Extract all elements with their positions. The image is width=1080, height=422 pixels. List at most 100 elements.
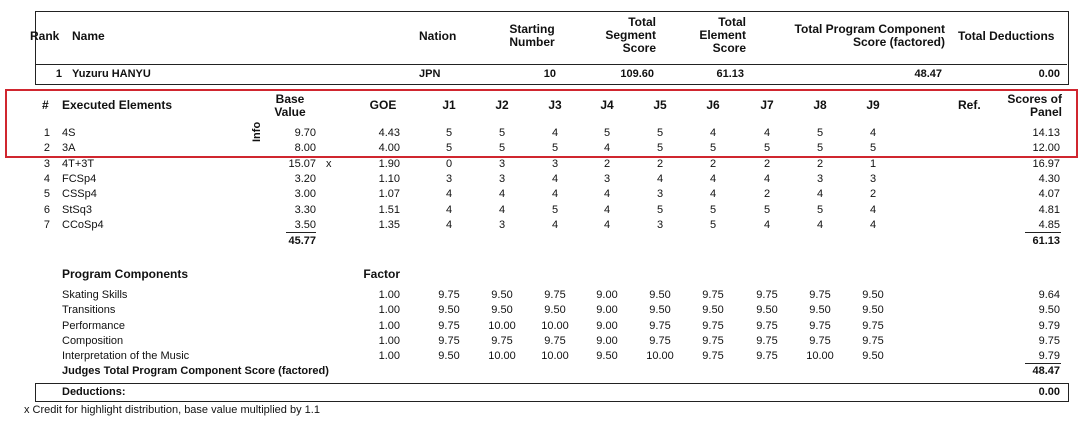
element-judge-score: 3 [869, 172, 877, 185]
element-judge-score: 5 [603, 127, 611, 139]
element-judge-score: 4 [498, 188, 506, 201]
element-judge-score: 3 [656, 188, 664, 201]
judge-header-6: J6 [706, 98, 720, 112]
header-nation: Nation [419, 29, 457, 43]
element-judge-score: 4 [709, 188, 717, 201]
element-judge-score: 2 [763, 157, 771, 170]
component-panel-score: 9.75 [1038, 334, 1060, 347]
element-judge-score: 5 [763, 142, 771, 155]
element-num: 2 [43, 142, 50, 155]
skater-total-segment-score: 109.60 [620, 68, 654, 80]
element-name: 3A [62, 142, 76, 155]
component-judge-score: 9.50 [649, 289, 671, 301]
component-factor: 1.00 [378, 304, 400, 317]
element-judge-score: 2 [816, 157, 824, 170]
component-judge-score: 9.75 [702, 334, 724, 347]
element-base-value: 9.70 [294, 127, 316, 139]
skater-name: Yuzuru HANYU [72, 68, 151, 80]
element-base-value: 3.00 [294, 188, 316, 201]
elements-header-ref: Ref. [958, 98, 981, 112]
element-panel-score: 4.07 [1038, 188, 1060, 201]
element-judge-score: 2 [763, 188, 771, 201]
element-judge-score: 5 [816, 142, 824, 155]
header-total-element-score: Total Element Score [699, 15, 746, 55]
components-header-title: Program Components [62, 267, 189, 281]
component-judge-score: 9.00 [596, 334, 618, 347]
component-judge-score: 10.00 [646, 350, 674, 363]
judge-header-5: J5 [653, 98, 667, 112]
component-judge-score: 9.75 [862, 319, 884, 332]
component-name: Composition [62, 334, 124, 347]
component-judge-score: 9.75 [809, 319, 831, 332]
element-num: 5 [43, 188, 50, 201]
element-judge-score: 4 [763, 218, 771, 231]
element-judge-score: 3 [498, 157, 506, 170]
header-total-deductions: Total Deductions [958, 29, 1055, 43]
component-judge-score: 9.50 [862, 350, 884, 363]
element-base-value: 15.07 [288, 157, 316, 170]
element-judge-score: 5 [656, 142, 664, 155]
component-judge-score: 9.75 [702, 319, 724, 332]
element-base-value: 3.20 [294, 172, 316, 185]
component-name: Transitions [62, 304, 116, 317]
footnote: x Credit for highlight distribution, bas… [24, 404, 320, 416]
element-judge-score: 4 [445, 203, 453, 216]
element-num: 7 [43, 218, 50, 231]
component-panel-score: 9.50 [1038, 304, 1060, 317]
element-judge-score: 4 [551, 188, 559, 201]
element-judge-score: 3 [656, 218, 664, 231]
judge-header-4: J4 [600, 98, 614, 112]
header-name: Name [72, 29, 105, 43]
component-judge-score: 9.75 [438, 319, 460, 332]
element-judge-score: 4 [551, 127, 559, 139]
element-judge-score: 4 [603, 188, 611, 201]
element-judge-score: 5 [551, 203, 559, 216]
element-judge-score: 4 [445, 218, 453, 231]
element-goe: 1.90 [378, 157, 400, 170]
deductions-box [35, 383, 1069, 402]
element-name: 4S [62, 127, 76, 139]
element-judge-score: 3 [603, 172, 611, 185]
skater-total-element-score: 61.13 [716, 68, 744, 80]
component-judge-score: 9.75 [544, 289, 566, 301]
judge-header-2: J2 [495, 98, 509, 112]
element-num: 3 [43, 157, 50, 170]
skater-starting-number: 10 [543, 68, 556, 80]
component-judge-score: 10.00 [541, 319, 569, 332]
element-goe: 1.51 [378, 203, 400, 216]
skater-nation: JPN [419, 68, 441, 80]
component-judge-score: 9.50 [862, 289, 884, 301]
element-judge-score: 5 [551, 142, 559, 155]
skater-rank: 1 [55, 68, 62, 80]
component-judge-score: 9.75 [756, 319, 778, 332]
element-judge-score: 4 [869, 218, 877, 231]
element-judge-score: 5 [445, 127, 453, 139]
element-base-value: 3.50 [294, 218, 316, 231]
score-total-rule [1025, 232, 1061, 233]
components-total-rule [1025, 363, 1061, 364]
judge-header-7: J7 [760, 98, 774, 112]
judges-total-value: 48.47 [1032, 365, 1060, 377]
element-judge-score: 5 [763, 203, 771, 216]
element-num: 6 [43, 203, 50, 216]
component-name: Interpretation of the Music [62, 350, 190, 363]
element-judge-score: 2 [709, 157, 717, 170]
deductions-value: 0.00 [1038, 386, 1060, 398]
element-judge-score: 5 [709, 203, 717, 216]
element-judge-score: 5 [656, 203, 664, 216]
judge-header-9: J9 [866, 98, 880, 112]
elements-header-executed-elements: Executed Elements [62, 98, 173, 112]
element-judge-score: 4 [498, 203, 506, 216]
element-goe: 1.07 [378, 188, 400, 201]
element-judge-score: 5 [445, 142, 453, 155]
element-judge-score: 4 [816, 218, 824, 231]
element-judge-score: 4 [869, 127, 877, 139]
component-judge-score: 9.50 [702, 304, 724, 317]
element-judge-score: 5 [498, 142, 506, 155]
element-name: FCSp4 [62, 172, 97, 185]
element-base-value: 3.30 [294, 203, 316, 216]
element-judge-score: 4 [551, 172, 559, 185]
component-judge-score: 9.75 [649, 319, 671, 332]
base-total-rule [286, 232, 316, 233]
component-judge-score: 9.50 [491, 289, 513, 301]
